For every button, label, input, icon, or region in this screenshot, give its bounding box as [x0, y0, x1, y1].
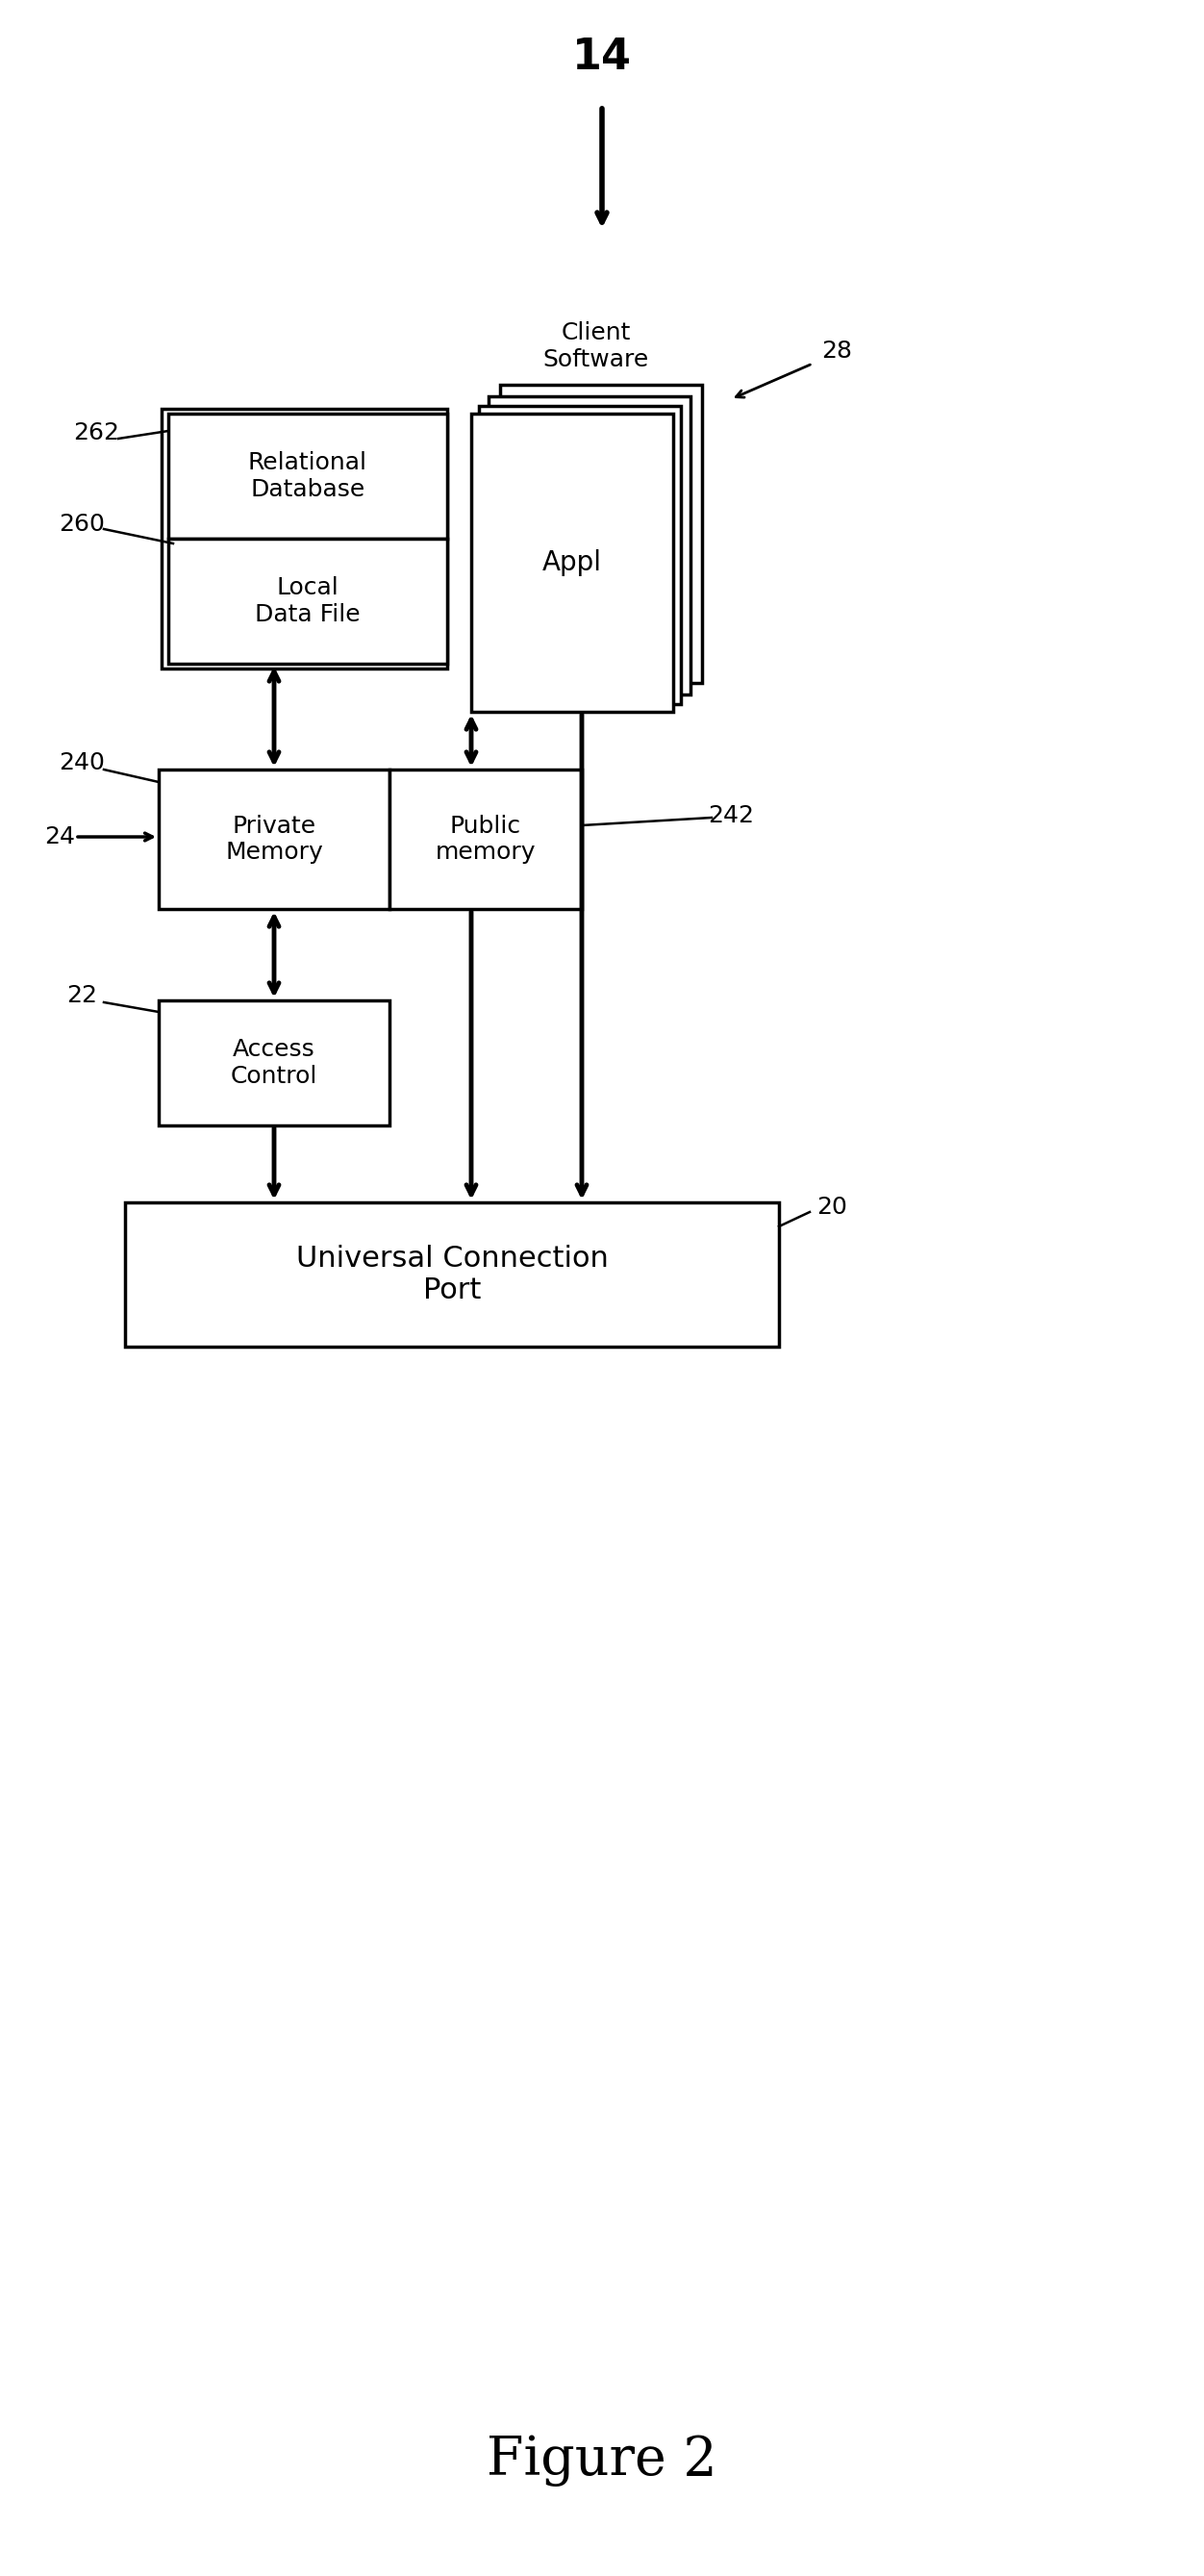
Bar	[169, 415, 447, 538]
Bar	[159, 770, 389, 909]
Bar	[169, 538, 447, 665]
Bar	[389, 770, 582, 909]
Text: 14: 14	[572, 36, 632, 77]
Text: Public
memory: Public memory	[436, 814, 536, 863]
Text: 260: 260	[59, 513, 105, 536]
Text: Access
Control: Access Control	[231, 1038, 318, 1087]
Text: 22: 22	[66, 984, 98, 1007]
Text: Figure 2: Figure 2	[486, 2434, 718, 2486]
Bar	[161, 410, 447, 670]
Text: 242: 242	[708, 804, 754, 827]
Text: Client
Software: Client Software	[543, 322, 649, 371]
Text: 24: 24	[45, 824, 75, 848]
Bar	[159, 999, 389, 1126]
Text: Relational
Database: Relational Database	[248, 451, 367, 502]
Text: Appl: Appl	[542, 549, 602, 577]
Bar	[500, 384, 702, 683]
Text: Universal Connection
Port: Universal Connection Port	[296, 1244, 608, 1303]
Text: 262: 262	[73, 422, 119, 446]
Bar	[125, 1203, 779, 1347]
Bar	[479, 407, 680, 703]
Bar	[471, 415, 673, 711]
Text: 20: 20	[816, 1195, 848, 1218]
Text: Local
Data File: Local Data File	[255, 577, 360, 626]
Bar	[489, 397, 690, 696]
Text: 240: 240	[59, 752, 105, 775]
Text: Private
Memory: Private Memory	[225, 814, 323, 863]
Text: 28: 28	[821, 340, 852, 363]
